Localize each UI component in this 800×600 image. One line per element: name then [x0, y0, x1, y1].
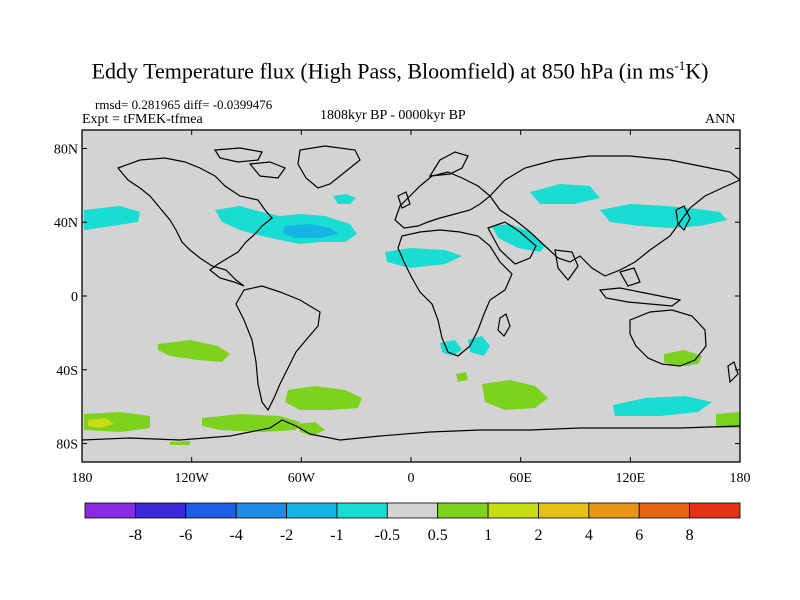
axis-labels: 80N 40N 0 40S 80S 180 120W 60W 0 60E 120…: [54, 142, 751, 486]
coast-indonesia: [598, 267, 682, 307]
rmsd-diff-text: rmsd= 0.281965 diff= -0.0399476: [95, 97, 273, 112]
colorbar-swatch: [638, 502, 691, 519]
anomaly-antarctic-small: [170, 441, 190, 445]
colorbar-swatch: [286, 502, 338, 519]
anomaly-southern-ocean-east: [716, 412, 740, 428]
colorbar-swatch: [487, 502, 539, 519]
colorbar-swatch: [134, 502, 187, 519]
colorbar-swatch: [386, 502, 439, 519]
coastlines: [82, 145, 740, 441]
lat-label-40n: 40N: [54, 216, 78, 231]
axis-ticks: [81, 130, 741, 462]
anomaly-north-pacific-west: [600, 204, 727, 228]
coast-greenland: [297, 145, 361, 189]
lon-label-180w: 180: [72, 471, 93, 486]
colorbar: [84, 502, 741, 519]
anomaly-north-pacific-east: [84, 206, 140, 230]
coast-madagascar: [497, 313, 511, 337]
anomaly-weddell-sea: [298, 422, 325, 436]
anomaly-southern-ocean-west-core: [88, 418, 114, 428]
lon-label-0: 0: [408, 471, 415, 486]
colorbar-label: 4: [585, 527, 593, 544]
anomaly-south-atlantic-small: [456, 372, 468, 382]
lat-label-0: 0: [71, 290, 78, 305]
coast-north-america: [116, 157, 273, 287]
anomaly-south-atlantic-west: [285, 386, 362, 410]
colorbar-label: 6: [635, 527, 643, 544]
lon-label-60e: 60E: [509, 471, 532, 486]
colorbar-swatch: [84, 502, 136, 519]
anomaly-north-atlantic-core: [282, 224, 338, 238]
coast-australia: [629, 309, 707, 367]
title-unit: K): [685, 58, 709, 84]
anomaly-arabia: [492, 224, 545, 252]
anomaly-southern-africa: [440, 340, 462, 356]
coast-new-zealand: [727, 361, 739, 384]
coast-antarctica: [82, 419, 740, 441]
coast-british-isles: [397, 191, 411, 209]
colorbar-label: -4: [229, 527, 242, 544]
anomaly-drake-passage: [202, 414, 300, 432]
anomaly-greenland-sea: [333, 194, 356, 204]
colorbar-swatch: [235, 502, 287, 519]
coast-india: [554, 249, 579, 281]
lon-label-180e: 180: [730, 471, 751, 486]
colorbar-swatch: [336, 502, 388, 519]
colorbar-label: -8: [129, 527, 142, 544]
coast-scandinavia: [428, 151, 469, 177]
colorbar-swatch: [588, 502, 640, 519]
colorbar-label: -2: [280, 527, 293, 544]
anomaly-south-pacific: [158, 340, 230, 362]
experiment-label: Expt = tFMEK-tfmea: [82, 112, 203, 127]
season-label: ANN: [705, 112, 736, 127]
colorbar-swatch: [185, 502, 237, 519]
coast-africa: [397, 229, 513, 357]
colorbar-label: 1: [484, 527, 492, 544]
lon-label-60w: 60W: [288, 471, 316, 486]
colorbar-label: 2: [534, 527, 542, 544]
colorbar-swatch: [689, 502, 741, 519]
colorbar-label: -0.5: [375, 527, 400, 544]
lon-label-120e: 120E: [616, 471, 646, 486]
period-label: 1808kyr BP - 0000kyr BP: [320, 108, 466, 123]
title-superscript: -1: [674, 58, 686, 73]
colorbar-label: -1: [330, 527, 343, 544]
coast-arabia: [487, 221, 537, 265]
flux-anomaly-shading: [84, 184, 740, 445]
coast-japan: [675, 205, 691, 232]
anomaly-central-asia: [530, 184, 600, 204]
anomaly-south-atlantic-east: [482, 380, 548, 410]
anomaly-southern-indian-ocean: [613, 396, 712, 416]
lat-label-80n: 80N: [54, 142, 78, 157]
coast-south-america: [235, 285, 321, 412]
coast-arctic-islands: [213, 147, 286, 179]
colorbar-labels: -8 -6 -4 -2 -1 -0.5 0.5 1 2 4 6 8: [129, 527, 694, 544]
lat-label-40s: 40S: [56, 364, 78, 379]
colorbar-label: -6: [179, 527, 192, 544]
colorbar-label: 0.5: [428, 527, 448, 544]
anomaly-australia-south: [664, 350, 702, 366]
plot-title: Eddy Temperature flux (High Pass, Bloomf…: [0, 58, 800, 84]
title-main: Eddy Temperature flux (High Pass, Bloomf…: [91, 58, 675, 84]
anomaly-southwest-indian: [468, 336, 490, 356]
colorbar-swatch: [437, 502, 489, 519]
lat-label-80s: 80S: [56, 438, 78, 453]
colorbar-swatch: [538, 502, 590, 519]
coast-asia: [489, 155, 740, 277]
colorbar-label: 8: [686, 527, 694, 544]
lon-label-120w: 120W: [175, 471, 210, 486]
